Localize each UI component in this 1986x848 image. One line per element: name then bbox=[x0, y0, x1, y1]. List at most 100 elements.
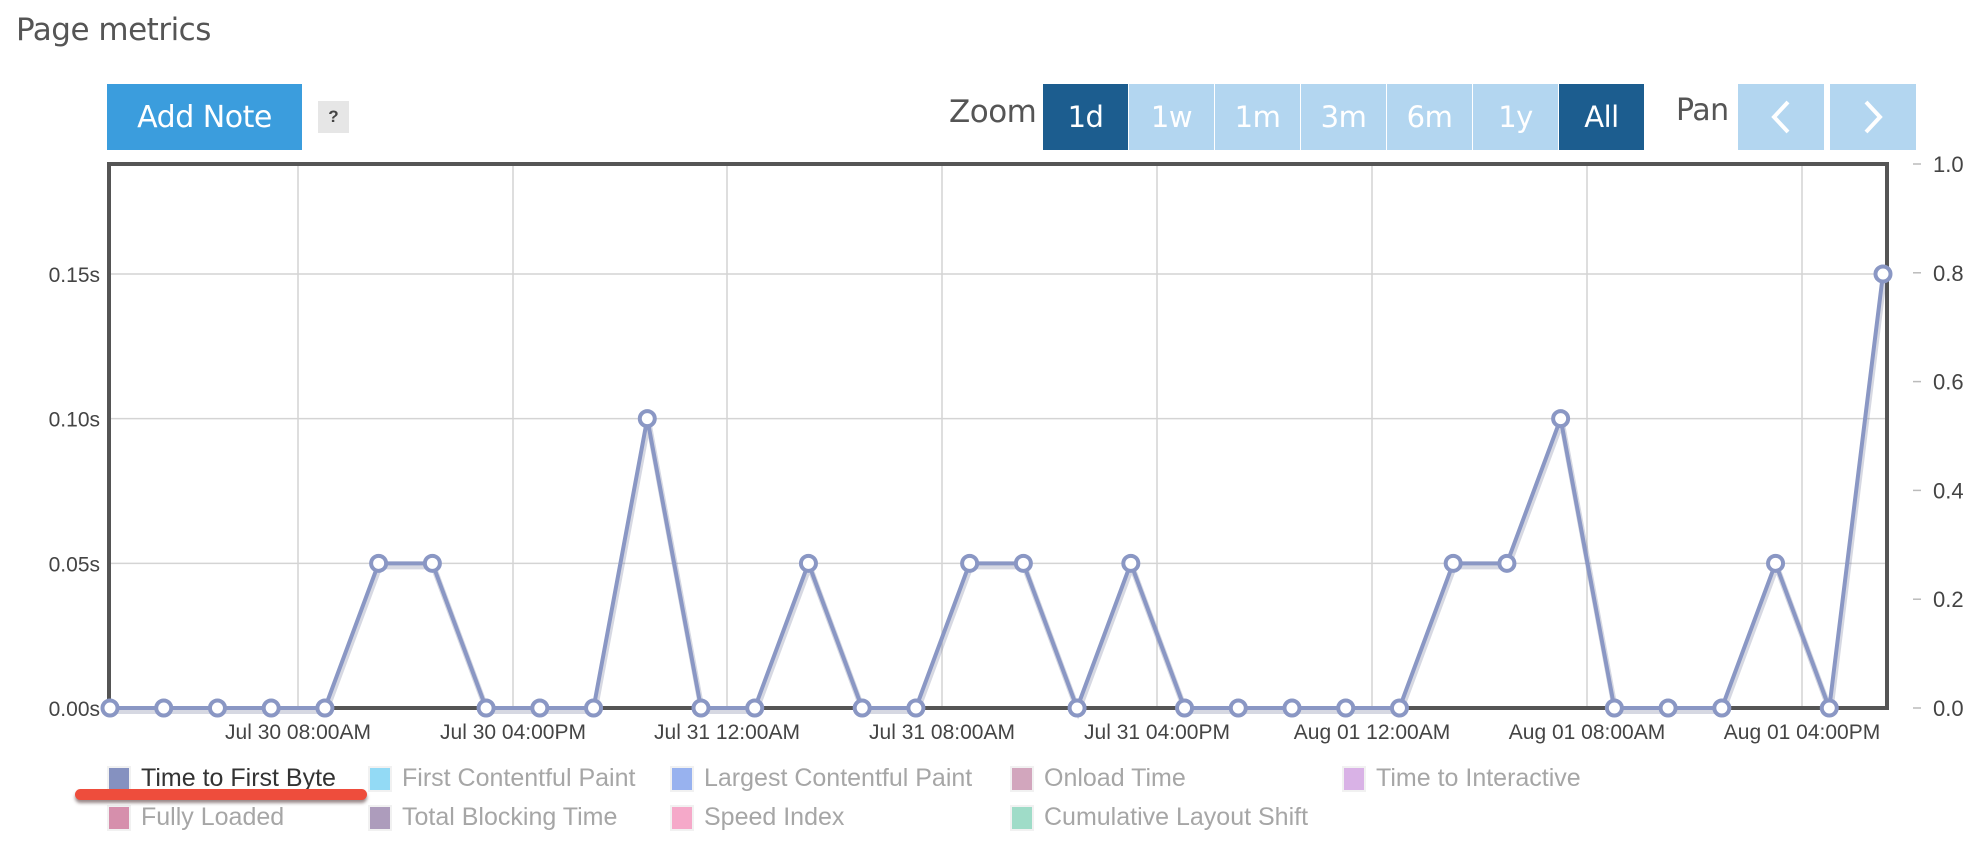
legend-label: Fully Loaded bbox=[141, 803, 285, 831]
y-tick-label-right: 0.4 bbox=[1933, 478, 1964, 503]
legend-item-time-to-interactive[interactable]: Time to Interactive bbox=[1342, 764, 1581, 793]
zoom-1y-button[interactable]: 1y bbox=[1473, 84, 1558, 150]
plot-frame bbox=[107, 162, 1889, 710]
x-axis: Jul 30 08:00AM Jul 30 04:00PM Jul 31 12:00… bbox=[225, 721, 1880, 744]
legend-item-total-blocking-time[interactable]: Total Blocking Time bbox=[368, 803, 617, 832]
data-point[interactable] bbox=[637, 409, 657, 429]
legend-swatch-icon bbox=[1010, 765, 1034, 792]
add-note-button[interactable]: Add Note bbox=[107, 84, 302, 150]
legend-label: Total Blocking Time bbox=[402, 803, 618, 831]
data-point[interactable] bbox=[1712, 698, 1732, 718]
data-point[interactable] bbox=[1282, 698, 1302, 718]
vertical-gridlines bbox=[297, 164, 1803, 708]
legend-swatch-icon bbox=[670, 804, 694, 831]
legend-swatch-icon bbox=[1010, 804, 1034, 831]
data-point[interactable] bbox=[798, 553, 818, 573]
data-point[interactable] bbox=[476, 698, 496, 718]
x-tick-label: Aug 01 04:00PM bbox=[1724, 721, 1880, 744]
zoom-all-button[interactable]: All bbox=[1559, 84, 1644, 150]
data-point[interactable] bbox=[1067, 698, 1087, 718]
data-point[interactable] bbox=[1497, 553, 1517, 573]
data-point[interactable] bbox=[1336, 698, 1356, 718]
legend-swatch-icon bbox=[1342, 765, 1366, 792]
x-tick-label: Aug 01 08:00AM bbox=[1509, 721, 1665, 744]
data-point[interactable] bbox=[1873, 264, 1893, 284]
data-point[interactable] bbox=[1443, 553, 1463, 573]
legend-item-onload-time[interactable]: Onload Time bbox=[1010, 764, 1186, 793]
data-point[interactable] bbox=[960, 553, 980, 573]
legend-label: Largest Contentful Paint bbox=[704, 764, 973, 792]
data-point[interactable] bbox=[261, 698, 281, 718]
data-point[interactable] bbox=[745, 698, 765, 718]
legend-swatch-icon bbox=[107, 804, 131, 831]
red-underline-annotation bbox=[75, 789, 367, 800]
data-point[interactable] bbox=[906, 698, 926, 718]
data-point[interactable] bbox=[852, 698, 872, 718]
data-point[interactable] bbox=[1604, 698, 1624, 718]
legend-item-time-to-first-byte[interactable]: Time to First Byte bbox=[107, 764, 336, 793]
legend-item-first-contentful-paint[interactable]: First Contentful Paint bbox=[368, 764, 635, 793]
legend-swatch-icon bbox=[368, 765, 392, 792]
legend-item-cumulative-layout-shift[interactable]: Cumulative Layout Shift bbox=[1010, 803, 1308, 832]
y-axis-left: 0.00s 0.05s 0.10s 0.15s bbox=[49, 264, 100, 721]
data-point[interactable] bbox=[1658, 698, 1678, 718]
data-point[interactable] bbox=[1389, 698, 1409, 718]
data-point[interactable] bbox=[1766, 553, 1786, 573]
data-point[interactable] bbox=[1121, 553, 1141, 573]
pan-prev-button[interactable] bbox=[1738, 84, 1824, 150]
y-axis-right: 0.0 0.2 0.4 0.6 0.8 1.0 bbox=[1913, 152, 1964, 721]
pan-next-button[interactable] bbox=[1830, 84, 1916, 150]
y-tick-label-right: 0.8 bbox=[1933, 261, 1964, 286]
data-point[interactable] bbox=[1819, 698, 1839, 718]
y-tick-label-right: 0.2 bbox=[1933, 587, 1964, 612]
legend-swatch-icon bbox=[670, 765, 694, 792]
legend-label: Time to First Byte bbox=[141, 764, 336, 792]
data-point[interactable] bbox=[154, 698, 174, 718]
legend-item-speed-index[interactable]: Speed Index bbox=[670, 803, 844, 832]
zoom-6m-button[interactable]: 6m bbox=[1387, 84, 1472, 150]
data-point[interactable] bbox=[1013, 553, 1033, 573]
legend-swatch-icon bbox=[368, 804, 392, 831]
legend-label: Cumulative Layout Shift bbox=[1044, 803, 1309, 831]
data-point[interactable] bbox=[207, 698, 227, 718]
zoom-label: Zoom bbox=[949, 94, 1037, 130]
x-tick-label: Jul 31 08:00AM bbox=[869, 721, 1015, 744]
y-tick-label-left: 0.15s bbox=[49, 264, 100, 287]
pan-label: Pan bbox=[1676, 93, 1729, 128]
data-point[interactable] bbox=[1175, 698, 1195, 718]
data-point[interactable] bbox=[530, 698, 550, 718]
chevron-left-icon bbox=[1771, 100, 1790, 134]
data-point[interactable] bbox=[1551, 409, 1571, 429]
data-point[interactable] bbox=[422, 553, 442, 573]
legend-label: Speed Index bbox=[704, 803, 845, 831]
legend-item-fully-loaded[interactable]: Fully Loaded bbox=[107, 803, 284, 832]
data-point[interactable] bbox=[369, 553, 389, 573]
zoom-3m-button[interactable]: 3m bbox=[1301, 84, 1386, 150]
horizontal-gridlines bbox=[109, 273, 1887, 565]
data-point[interactable] bbox=[691, 698, 711, 718]
data-point[interactable] bbox=[584, 698, 604, 718]
zoom-1m-button[interactable]: 1m bbox=[1215, 84, 1300, 150]
legend-item-largest-contentful-paint[interactable]: Largest Contentful Paint bbox=[670, 764, 972, 793]
x-tick-label: Jul 31 12:00AM bbox=[654, 721, 800, 744]
y-tick-label-right: 1.0 bbox=[1933, 152, 1964, 177]
y-tick-label-left: 0.00s bbox=[49, 698, 100, 721]
x-tick-label: Aug 01 12:00AM bbox=[1294, 721, 1450, 744]
data-point[interactable] bbox=[100, 698, 120, 718]
x-tick-label: Jul 31 04:00PM bbox=[1084, 721, 1230, 744]
legend-label: Onload Time bbox=[1044, 764, 1186, 792]
series-time-to-first-byte[interactable] bbox=[100, 264, 1893, 720]
zoom-1d-button[interactable]: 1d bbox=[1043, 84, 1128, 150]
y-tick-label-right: 0.6 bbox=[1933, 370, 1964, 395]
y-tick-label-right: 0.0 bbox=[1933, 696, 1964, 721]
help-button[interactable]: ? bbox=[318, 101, 349, 133]
page-title: Page metrics bbox=[16, 12, 211, 48]
data-point[interactable] bbox=[1228, 698, 1248, 718]
x-tick-label: Jul 30 04:00PM bbox=[440, 721, 586, 744]
legend-swatch-icon bbox=[107, 765, 131, 792]
zoom-1w-button[interactable]: 1w bbox=[1129, 84, 1214, 150]
legend-label: Time to Interactive bbox=[1376, 764, 1581, 792]
data-point[interactable] bbox=[315, 698, 335, 718]
chevron-right-icon bbox=[1864, 100, 1883, 134]
